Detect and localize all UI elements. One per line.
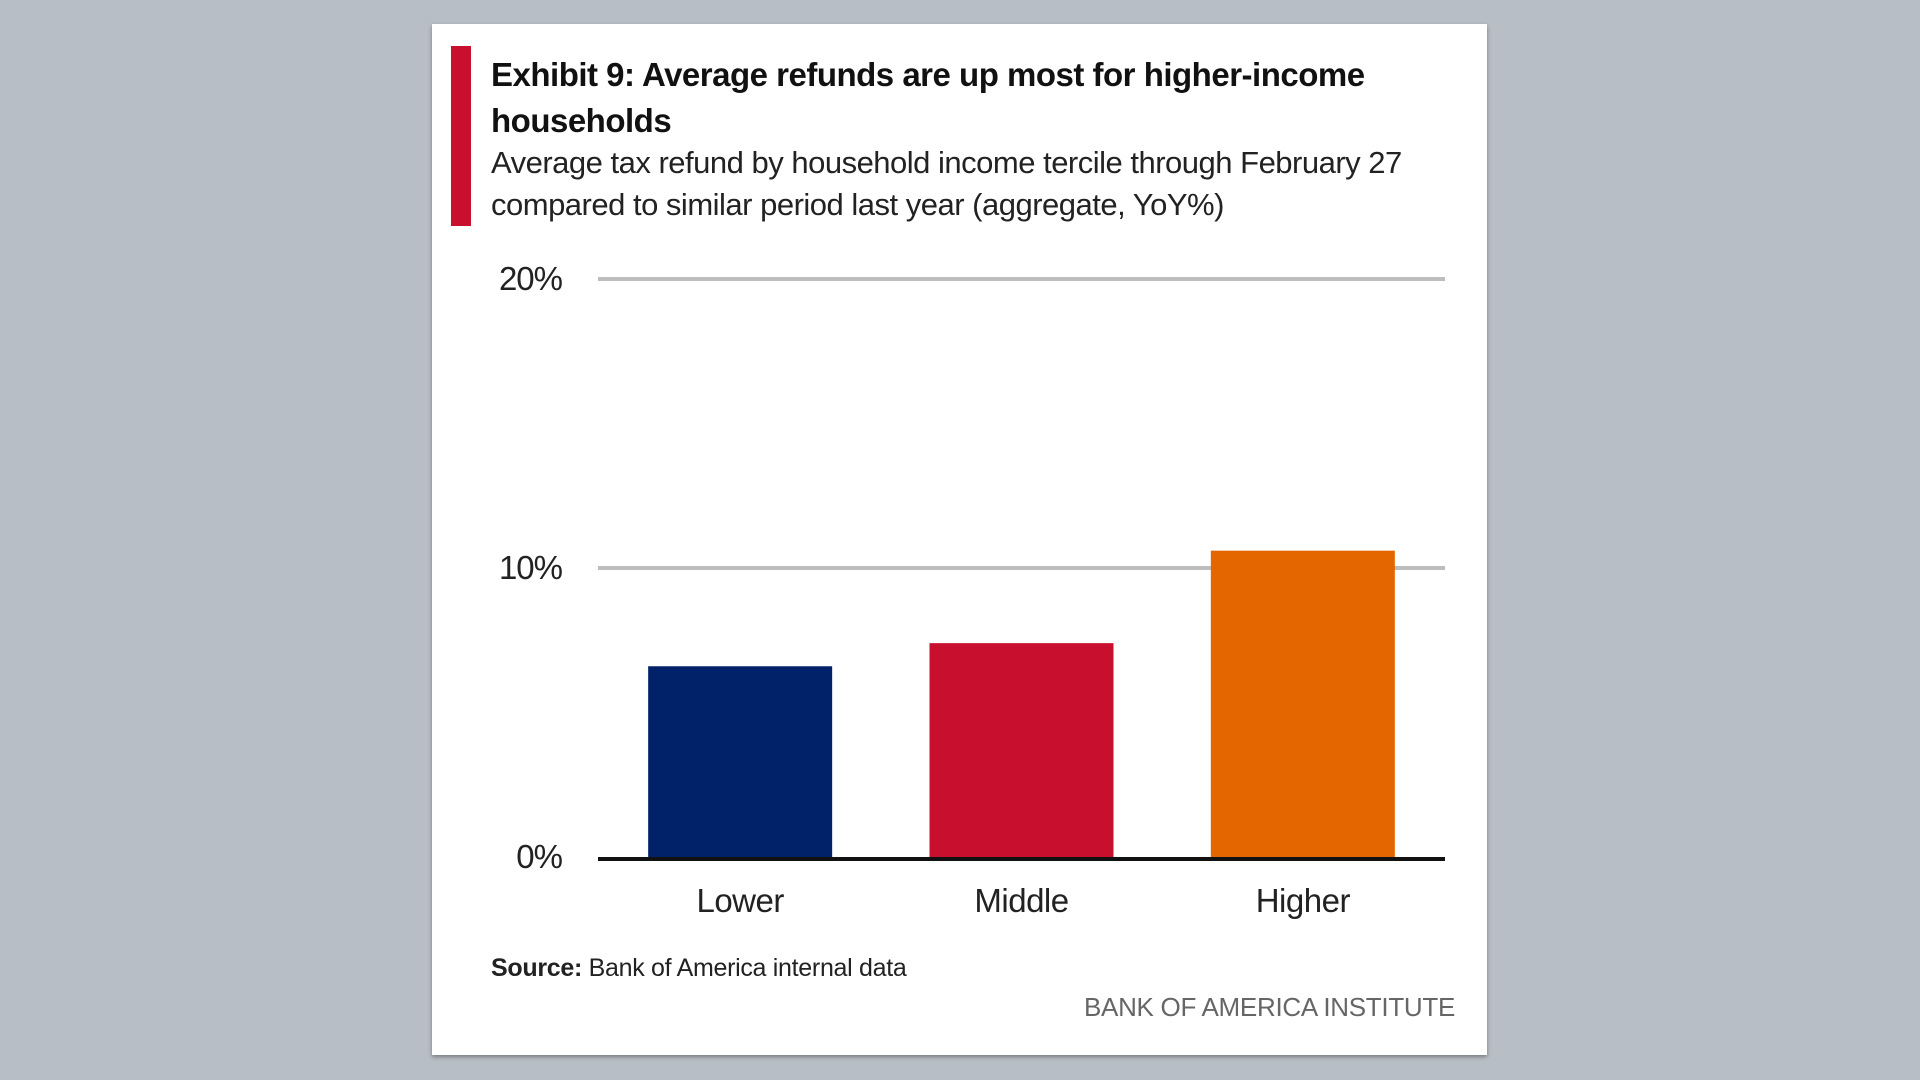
y-tick-label: 0% bbox=[516, 838, 562, 875]
x-tick-label: Lower bbox=[696, 882, 784, 919]
y-tick-label: 20% bbox=[499, 260, 563, 297]
brand-logo-text: BANK OF AMERICA INSTITUTE bbox=[1084, 992, 1455, 1022]
x-tick-label: Middle bbox=[974, 882, 1068, 919]
accent-bar bbox=[451, 46, 471, 226]
bar-lower bbox=[648, 666, 833, 857]
source-text: Bank of America internal data bbox=[581, 954, 907, 982]
bar-chart: 0% 10% 20% Lower Middle Higher bbox=[499, 260, 1445, 919]
chart-title: Exhibit 9: Average refunds are up most f… bbox=[491, 56, 1365, 139]
bar-higher bbox=[1210, 550, 1395, 857]
source-label: Source: bbox=[491, 954, 582, 982]
y-tick-label: 10% bbox=[499, 549, 563, 586]
chart-subtitle: Average tax refund by household income t… bbox=[491, 145, 1402, 222]
source-note: Source: Bank of America internal data bbox=[491, 954, 907, 983]
x-tick-label: Higher bbox=[1256, 882, 1351, 919]
bar-middle bbox=[929, 643, 1114, 857]
chart-card: Exhibit 9: Average refunds are up most f… bbox=[432, 24, 1487, 1055]
